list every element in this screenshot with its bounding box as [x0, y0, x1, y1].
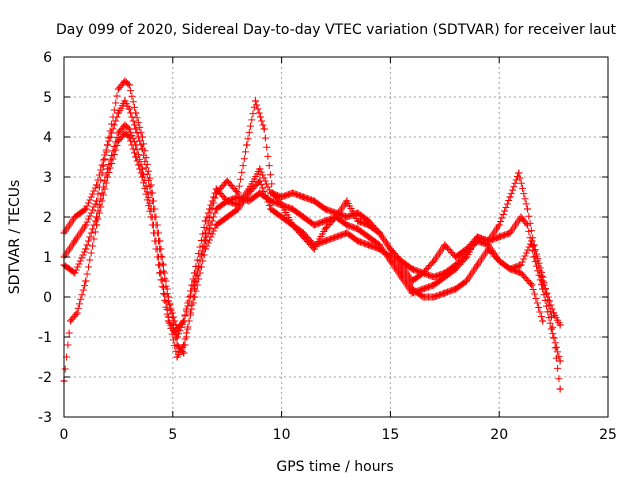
y-axis-label: SDTVAR / TECUs: [7, 180, 23, 295]
y-tick-label: -1: [38, 330, 52, 346]
y-tick-label: 6: [43, 50, 52, 66]
y-tick-label: -2: [38, 370, 52, 386]
x-axis-label: GPS time / hours: [276, 459, 393, 475]
x-tick-label: 25: [599, 427, 617, 443]
y-tick-label: -3: [38, 410, 52, 426]
x-tick-label: 0: [60, 427, 69, 443]
x-tick-label: 10: [273, 427, 291, 443]
x-tick-label: 5: [168, 427, 177, 443]
y-tick-label: 0: [43, 290, 52, 306]
chart-title: Day 099 of 2020, Sidereal Day-to-day VTE…: [56, 22, 617, 38]
chart-container: 0 5 10 15 20 25 -3 -2 -1 0 1 2 3 4 5 6 Day 099 of 2020,…: [0, 0, 640, 480]
y-tick-label: 1: [43, 250, 52, 266]
x-tick-label: 15: [381, 427, 399, 443]
y-tick-label: 4: [43, 130, 52, 146]
sdtvar-chart: 0 5 10 15 20 25 -3 -2 -1 0 1 2 3 4 5 6 Day 099 of 2020,…: [0, 0, 640, 480]
y-tick-label: 5: [43, 90, 52, 106]
y-tick-label: 2: [43, 210, 52, 226]
y-tick-label: 3: [43, 170, 52, 186]
x-tick-label: 20: [490, 427, 508, 443]
